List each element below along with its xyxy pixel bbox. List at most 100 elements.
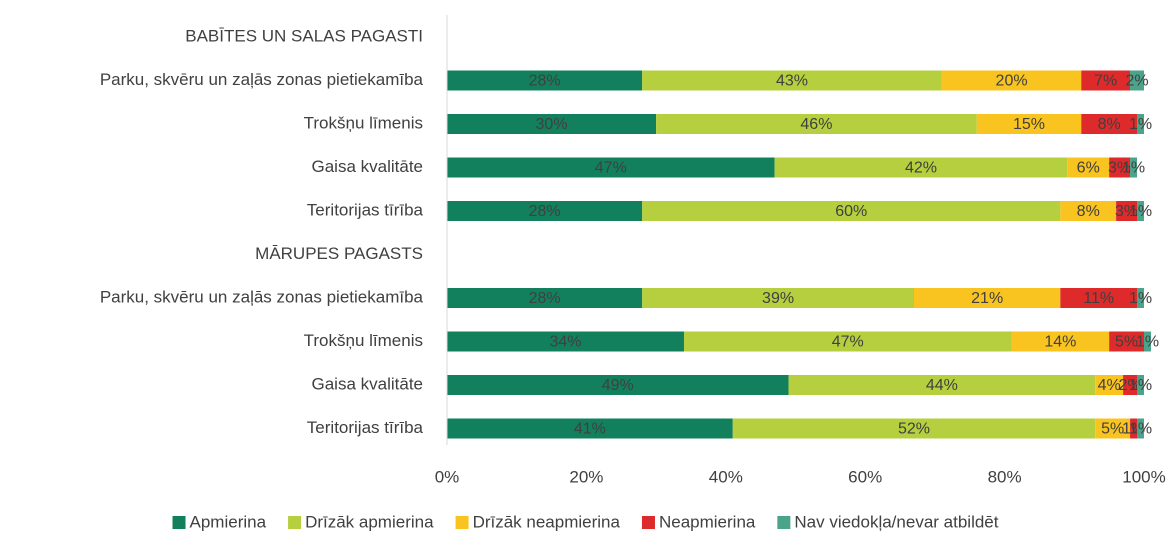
data-label: 5%	[1101, 421, 1124, 438]
bar-segment	[1060, 288, 1138, 308]
bar-segment	[1144, 331, 1151, 352]
data-label: 28%	[529, 73, 561, 90]
bar-segment	[1130, 70, 1144, 91]
data-label: 43%	[776, 73, 808, 90]
bar-segment	[976, 114, 1082, 134]
bar-segment	[1095, 375, 1124, 395]
bar-segment	[1123, 375, 1138, 395]
bar-segment	[642, 201, 1061, 221]
bar-segment	[447, 114, 657, 134]
y-tick-label: Gaisa kvalitāte	[312, 374, 424, 393]
y-tick-label: Teritorijas tīrība	[307, 418, 424, 437]
legend-swatch	[777, 516, 791, 529]
data-label: 46%	[800, 116, 832, 133]
y-tick-label: Parku, skvēru un zaļās zonas pietiekamīb…	[100, 70, 424, 89]
x-tick-label: 20%	[569, 467, 603, 486]
data-label: 3%	[1108, 160, 1131, 177]
bar-segment	[774, 157, 1068, 178]
bar-segment	[1137, 201, 1144, 221]
y-tick-label: Trokšņu līmenis	[304, 331, 423, 350]
data-label: 4%	[1098, 377, 1121, 394]
data-label: 20%	[996, 73, 1028, 90]
data-label: 8%	[1077, 203, 1100, 220]
data-label: 1%	[1136, 334, 1159, 351]
data-label: 60%	[835, 203, 867, 220]
data-label: 28%	[529, 203, 561, 220]
data-label: 47%	[595, 160, 627, 177]
legend-swatch	[641, 516, 655, 529]
data-label: 49%	[602, 377, 634, 394]
legend-swatch	[288, 516, 302, 529]
bar-segment	[447, 331, 684, 352]
bar-segment	[1137, 418, 1144, 439]
x-tick-label: 0%	[435, 467, 460, 486]
bar-segment	[447, 375, 789, 395]
bar-segment	[447, 418, 733, 439]
bar-segment	[941, 70, 1082, 91]
data-label: 1%	[1129, 116, 1152, 133]
x-tick-label: 40%	[709, 467, 743, 486]
y-tick-label: Gaisa kvalitāte	[312, 157, 424, 176]
bar-segment	[788, 375, 1096, 395]
data-label: 6%	[1077, 160, 1100, 177]
bar-segment	[1067, 157, 1110, 178]
bar-segment	[447, 201, 643, 221]
bar-segment	[1116, 201, 1138, 221]
data-label: 1%	[1129, 377, 1152, 394]
data-label: 11%	[1083, 290, 1114, 307]
bar-segment	[447, 157, 775, 178]
bar-segment	[1109, 157, 1131, 178]
bar-segment	[1095, 418, 1131, 439]
bar-segment	[1011, 331, 1110, 352]
y-tick-label: Teritorijas tīrība	[307, 200, 424, 219]
x-tick-label: 60%	[848, 467, 882, 486]
data-label: 2%	[1125, 73, 1148, 90]
data-label: 1%	[1129, 290, 1152, 307]
data-label: 3%	[1115, 203, 1138, 220]
bar-segment	[732, 418, 1096, 439]
y-tick-label: Parku, skvēru un zaļās zonas pietiekamīb…	[100, 287, 424, 306]
data-label: 28%	[529, 290, 561, 307]
bar-segment	[1060, 201, 1117, 221]
legend-label: Drīzāk apmierina	[305, 512, 434, 531]
data-label: 8%	[1098, 116, 1121, 133]
data-label: 34%	[549, 334, 581, 351]
data-label: 14%	[1044, 334, 1076, 351]
data-label: 39%	[762, 290, 794, 307]
bar-segment	[683, 331, 1012, 352]
legend-label: Drīzāk neapmierina	[473, 512, 621, 531]
data-label: 42%	[905, 160, 937, 177]
data-label: 5%	[1115, 334, 1138, 351]
data-label: 52%	[898, 421, 930, 438]
y-tick-label: MĀRUPES PAGASTS	[255, 244, 423, 263]
bar-segment	[1081, 114, 1138, 134]
bar-segment	[1137, 375, 1144, 395]
bar-segment	[1137, 288, 1144, 308]
legend-label: Nav viedokļa/nevar atbildēt	[794, 512, 998, 531]
data-label: 7%	[1094, 73, 1117, 90]
bar-segment	[1137, 114, 1144, 134]
bar-segment	[1081, 70, 1131, 91]
x-tick-label: 80%	[988, 467, 1022, 486]
bar-segment	[447, 70, 643, 91]
data-label: 21%	[971, 290, 1003, 307]
data-label: 47%	[832, 334, 864, 351]
legend-swatch	[172, 516, 186, 529]
bar-segment	[1130, 418, 1138, 439]
bar-segment	[642, 288, 914, 308]
legend-label: Apmierina	[190, 512, 267, 531]
bar-segment	[1130, 157, 1138, 178]
legend-label: Neapmierina	[659, 512, 756, 531]
y-tick-label: Trokšņu līmenis	[304, 113, 423, 132]
bar-segment	[642, 70, 942, 91]
bar-segment	[656, 114, 977, 134]
bar-segment	[913, 288, 1061, 308]
x-tick-label: 100%	[1122, 467, 1165, 486]
data-label: 1%	[1129, 421, 1152, 438]
y-tick-label: BABĪTES UN SALAS PAGASTI	[185, 26, 423, 45]
data-label: 15%	[1013, 116, 1045, 133]
data-label: 30%	[536, 116, 568, 133]
bar-segment	[1109, 331, 1144, 352]
data-label: 41%	[574, 421, 606, 438]
